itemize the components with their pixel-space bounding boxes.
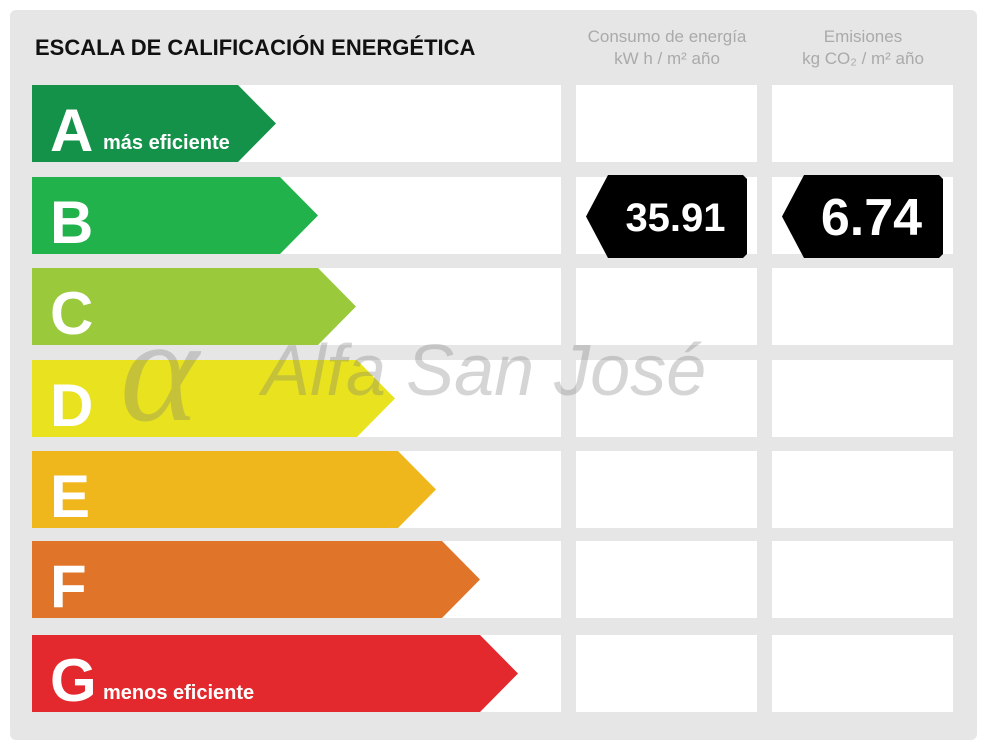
value-cell [772,85,953,162]
value-text: 6.74 [821,189,922,247]
value-cell [576,360,757,437]
rating-letter: F [50,553,87,620]
value-cell [576,541,757,618]
value-cell [772,268,953,345]
watermark-text: Alfa San José [258,331,706,411]
title: ESCALA DE CALIFICACIÓN ENERGÉTICA [35,35,476,60]
rating-arrow [32,451,436,528]
rating-letter: G [50,647,97,714]
rating-arrow [32,268,356,345]
value-cell [576,85,757,162]
rating-arrow [32,635,518,712]
value-cell [772,360,953,437]
value-cell [576,451,757,528]
rating-arrow [32,541,480,618]
rating-letter: E [50,463,90,530]
rating-letter: C [50,280,93,347]
value-cell [576,268,757,345]
rating-letter: A [50,97,93,164]
rating-arrow [32,85,276,162]
column-unit: kW h / m² año [614,49,720,68]
column-header: Consumo de energía [588,27,747,46]
value-cell [576,635,757,712]
rating-letter: D [50,372,93,439]
value-text: 35.91 [625,196,725,240]
value-cell [772,451,953,528]
value-marker [782,175,943,258]
rating-letter: B [50,189,93,256]
value-cell [772,541,953,618]
rating-note: más eficiente [103,132,230,154]
watermark-symbol: α [120,287,202,453]
value-cell [772,635,953,712]
watermark: α Alfa San José [120,287,706,453]
rating-arrow [32,360,395,437]
value-marker [586,175,747,258]
column-unit: kg CO₂ / m² año [802,49,924,68]
rating-arrow [32,177,318,254]
rating-note: menos eficiente [103,682,254,704]
column-header: Emisiones [824,27,902,46]
